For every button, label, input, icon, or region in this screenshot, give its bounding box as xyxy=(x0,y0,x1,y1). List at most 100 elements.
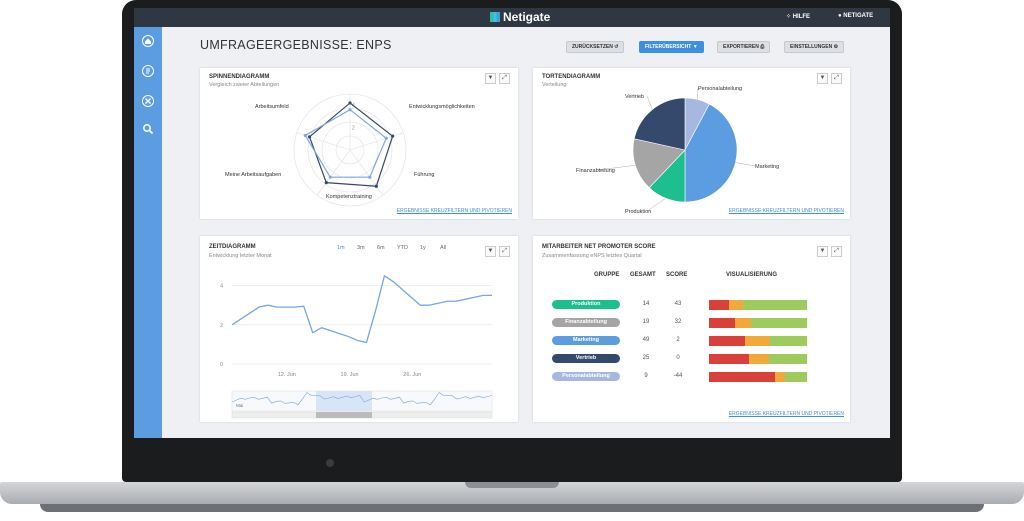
nps-bar-passives xyxy=(735,318,752,328)
expand-icon[interactable]: ⤢ xyxy=(499,73,510,84)
surveys-icon[interactable] xyxy=(142,65,154,77)
top-bar: Netigate ⁘ HILFE ● NETIGATE xyxy=(134,8,890,27)
range-tab[interactable]: 6m xyxy=(377,245,385,251)
export-label: EXPORTIEREN xyxy=(723,44,759,50)
nps-bar-detractors xyxy=(709,372,775,382)
laptop-base-shadow xyxy=(40,504,984,512)
reset-label: ZURÜCKSETZEN xyxy=(572,44,613,50)
search-icon[interactable] xyxy=(142,123,154,135)
nps-bar-passives xyxy=(749,354,769,364)
export-icon: ⎙ xyxy=(760,44,765,50)
col-header-viz: VISUALISIERUNG xyxy=(726,272,778,278)
time-subtitle: Entwicklung letzter Monat xyxy=(209,253,272,259)
range-tab[interactable]: 3m xyxy=(357,245,365,251)
brand-icon xyxy=(490,12,500,22)
spider-crossfilter-link[interactable]: ERGEBNISSE KREUZFILTERN UND PIVOTIEREN xyxy=(396,208,512,214)
filter-icon[interactable]: ▼ xyxy=(485,246,496,257)
nps-subtitle: Zusammenfassung eNPS letztes Quartal xyxy=(542,253,642,259)
y-tick-label: 2 xyxy=(220,323,223,329)
pie-slice-label: Marketing xyxy=(755,164,779,170)
x-tick-label: 19. Jun xyxy=(341,372,359,378)
filter-icon: ▼ xyxy=(692,44,698,50)
home-icon[interactable] xyxy=(142,35,154,47)
pie-crossfilter-link[interactable]: ERGEBNISSE KREUZFILTERN UND PIVOTIEREN xyxy=(728,208,844,214)
laptop-notch xyxy=(465,482,559,488)
pie-slice xyxy=(632,138,686,189)
filter-icon[interactable]: ▼ xyxy=(817,246,828,257)
pie-slice-label: Finanzabteilung xyxy=(576,168,615,174)
help-label: HILFE xyxy=(792,14,811,20)
spider-title: SPINNENDIAGRAMM xyxy=(209,74,270,80)
tools-icon[interactable] xyxy=(142,95,154,107)
reset-button[interactable]: ZURÜCKSETZEN ↺ xyxy=(566,41,625,53)
nps-bar-promoters xyxy=(751,318,807,328)
nps-total-cell: 25 xyxy=(642,355,650,361)
nps-bar-promoters xyxy=(769,336,807,346)
radar-spoke xyxy=(349,149,384,196)
x-tick-label: 26. Jun xyxy=(403,372,421,378)
range-tab[interactable]: All xyxy=(440,245,447,251)
radar-series-line xyxy=(308,102,394,187)
settings-label: EINSTELLUNGEN xyxy=(790,44,833,50)
col-header-score: SCORE xyxy=(666,272,688,278)
radar-axis-label: Kompetenztraining xyxy=(326,194,372,200)
nps-bar xyxy=(709,336,807,346)
nps-bar-detractors xyxy=(709,300,729,310)
radar-chart: 42 xyxy=(293,93,407,207)
expand-icon[interactable]: ⤢ xyxy=(831,246,842,257)
nps-bar-promoters xyxy=(743,300,807,310)
laptop-base xyxy=(0,482,1024,504)
settings-button[interactable]: EINSTELLUNGEN ⚙ xyxy=(784,41,845,53)
nps-bar-passives xyxy=(728,300,744,310)
filter-label: FILTERÜBERSICHT xyxy=(645,44,692,50)
nps-bar-passives xyxy=(745,336,770,346)
radar-point xyxy=(348,101,352,105)
nps-group-badge: Personalabteilung xyxy=(552,372,620,381)
nps-score-cell: 32 xyxy=(674,319,682,325)
radar-axis-label: Meine Arbeitsaufgaben xyxy=(225,172,282,178)
radar-axis-label: Arbeitsumfeld xyxy=(255,104,289,110)
x-tick-label: 12. Jun xyxy=(278,372,296,378)
nps-total-cell: 9 xyxy=(644,373,648,379)
filter-icon[interactable]: ▼ xyxy=(817,73,828,84)
brand-name: Netigate xyxy=(503,10,551,24)
pie-label-line xyxy=(735,162,756,167)
radar-point xyxy=(348,108,352,112)
pie-subtitle: Verteilung xyxy=(542,82,567,88)
pie-label-line xyxy=(646,198,666,212)
page-title: UMFRAGEERGEBNISSE: ENPS xyxy=(200,38,392,52)
filter-icon[interactable]: ▼ xyxy=(485,73,496,84)
nps-crossfilter-link[interactable]: ERGEBNISSE KREUZFILTERN UND PIVOTIEREN xyxy=(728,411,844,417)
nps-total-cell: 14 xyxy=(642,301,650,307)
col-header-total: GESAMT xyxy=(630,272,656,278)
nps-bar xyxy=(709,354,807,364)
pie-label-line xyxy=(646,95,653,110)
nps-bar xyxy=(709,318,807,328)
reset-icon: ↺ xyxy=(614,44,619,50)
help-link[interactable]: ⁘ HILFE xyxy=(786,13,810,20)
expand-icon[interactable]: ⤢ xyxy=(831,73,842,84)
range-tab[interactable]: 1y xyxy=(420,245,426,251)
expand-icon[interactable]: ⤢ xyxy=(499,246,510,257)
export-button[interactable]: EXPORTIEREN ⎙ xyxy=(717,41,771,53)
nps-score-cell: 0 xyxy=(676,355,680,361)
pie-title: TORTENDIAGRAMM xyxy=(542,74,601,80)
radar-spoke xyxy=(316,149,351,196)
sidebar xyxy=(134,27,162,438)
pie-slice-label: Vertrieb xyxy=(625,94,644,100)
line-series xyxy=(231,274,492,344)
nps-group-badge: Vertrieb xyxy=(552,354,620,363)
nps-group-badge: Produktion xyxy=(552,300,620,309)
filter-overview-button[interactable]: FILTERÜBERSICHT ▼ xyxy=(639,41,704,53)
nps-title: MITARBEITER NET PROMOTER SCORE xyxy=(542,244,656,250)
radar-point xyxy=(384,136,388,140)
spider-card: SPINNENDIAGRAMM Vergleich zweier Abteilu… xyxy=(200,68,518,219)
user-menu[interactable]: ● NETIGATE xyxy=(838,13,873,19)
navigator-thumb xyxy=(316,412,372,418)
range-tab[interactable]: 1m xyxy=(337,245,345,251)
nps-card: MITARBEITER NET PROMOTER SCORE Zusammenf… xyxy=(533,236,850,422)
radar-series-line xyxy=(304,108,387,178)
range-tab[interactable]: YTD xyxy=(397,245,408,251)
brand-logo[interactable]: Netigate xyxy=(490,10,550,24)
y-tick-label: 0 xyxy=(220,362,223,368)
